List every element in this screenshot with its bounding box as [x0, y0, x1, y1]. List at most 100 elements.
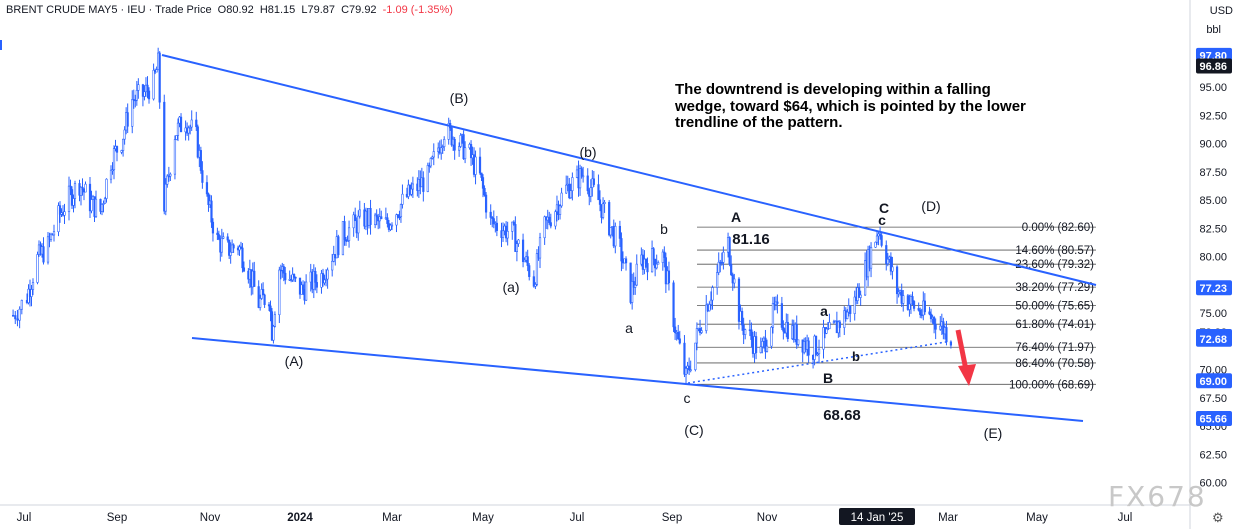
candle-body [205, 182, 209, 195]
candle-body [273, 314, 277, 327]
wave-label: (B) [450, 90, 469, 106]
candle-body [754, 336, 758, 353]
candle-body [441, 146, 444, 148]
candle-body [514, 224, 517, 252]
price-axis: 60.0062.5065.0067.5070.0072.5075.0077.50… [1196, 47, 1232, 490]
unit-button[interactable]: bbl [1206, 24, 1221, 36]
price-badge-bg [1196, 411, 1232, 427]
candle-body [548, 216, 551, 223]
candle-body [618, 225, 622, 239]
candle-body [422, 177, 425, 192]
candle-body [143, 91, 146, 97]
candle-body [354, 214, 357, 222]
candle-body [838, 321, 841, 328]
candle-body [46, 236, 50, 263]
candle-body [49, 233, 53, 240]
symbol-label[interactable]: BRENT CRUDE MAY5 · IEU · Trade Price [6, 4, 212, 16]
candle-body [846, 311, 849, 319]
candle-body [469, 144, 473, 159]
candle-body [431, 156, 434, 159]
candle-body [828, 322, 831, 330]
candle-body [73, 183, 77, 199]
candle-body [728, 237, 731, 265]
candle-body [609, 227, 612, 236]
price-badge: 96.86 [1199, 61, 1227, 73]
y-tick-label: 80.00 [1199, 252, 1227, 264]
price-badge: 69.00 [1199, 376, 1227, 388]
price-badge-bg [1196, 331, 1232, 347]
candle-body [152, 69, 155, 100]
candle-body [484, 194, 488, 213]
x-tick-label: 14 Jan '25 [851, 512, 904, 524]
candle-body [179, 116, 183, 133]
candle-body [667, 270, 671, 284]
candle-body [72, 198, 75, 206]
candle-body [874, 241, 877, 248]
top-left-marker [0, 40, 2, 50]
candle-body [226, 236, 229, 241]
fib-label-0: 0.00% (82.60) [1022, 222, 1094, 234]
candle-body [761, 341, 764, 348]
candle-body [166, 175, 169, 185]
currency-button[interactable]: USD [1209, 5, 1233, 17]
candle-body [822, 327, 825, 350]
candle-body [147, 90, 151, 100]
candle-body [786, 322, 789, 339]
candle-body [374, 214, 377, 225]
candle-body [939, 325, 942, 330]
candle-body [187, 127, 190, 134]
candle-body [535, 253, 539, 285]
x-tick-label: Sep [662, 512, 682, 524]
candle-body [18, 308, 21, 321]
candle-body [657, 262, 660, 265]
candle-body [652, 248, 655, 260]
candle-body [515, 243, 519, 252]
candle-body [929, 313, 933, 320]
analysis-note: The downtrend is developing within a fal… [675, 81, 1026, 131]
candle-body [705, 304, 708, 331]
candle-body [222, 236, 225, 239]
candle-body [608, 202, 611, 236]
candle-body [917, 308, 920, 311]
candle-body [526, 256, 529, 266]
fib-label-6: 76.40% (71.97) [1015, 342, 1094, 354]
high-value: H81.15 [259, 4, 296, 16]
candle-body [869, 247, 873, 269]
candle-body [440, 147, 443, 154]
candle-body [717, 261, 720, 273]
candle-body [315, 282, 318, 288]
candle-body [228, 239, 231, 256]
x-tick-label: May [1026, 512, 1048, 524]
candle-body [321, 273, 325, 284]
candle-body [949, 341, 953, 346]
candle-body [272, 326, 275, 341]
candle-body [795, 323, 798, 345]
candle-body [928, 311, 931, 315]
candle-body [655, 263, 658, 269]
candle-body [549, 222, 552, 227]
candle-body [432, 151, 435, 158]
candle-body [380, 216, 383, 220]
candle-body [458, 146, 461, 151]
candle-body [933, 317, 936, 325]
candle-body [242, 267, 246, 272]
candle-body [259, 298, 262, 308]
candle-body [450, 127, 453, 146]
candle-body [238, 246, 241, 251]
candle-body [282, 266, 285, 274]
candle-body [523, 259, 526, 263]
y-tick-label: 82.50 [1199, 223, 1227, 235]
candle-body [323, 279, 326, 284]
y-tick-label: 90.00 [1199, 139, 1227, 151]
candle-body [843, 310, 846, 328]
candle-body [88, 183, 92, 212]
lower-trendline [191, 337, 1084, 422]
candle-body [314, 270, 317, 283]
candle-body [597, 184, 600, 201]
gear-icon[interactable]: ⚙ [1212, 510, 1224, 525]
candle-body [501, 230, 505, 238]
candle-body [81, 186, 84, 190]
candle-body [825, 328, 828, 334]
candle-body [478, 156, 482, 174]
